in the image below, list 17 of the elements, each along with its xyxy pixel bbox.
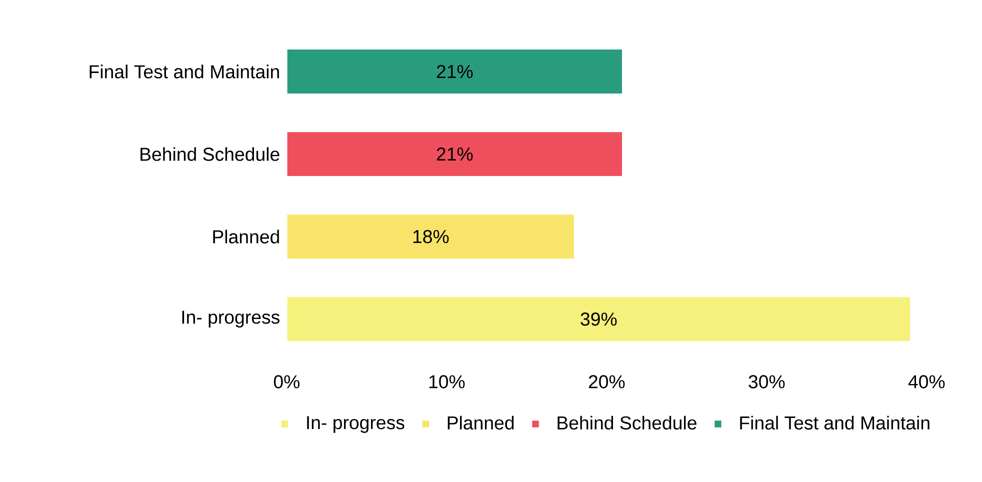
x-tick-label: 10% [429, 375, 465, 388]
legend-label: Behind Schedule [558, 416, 696, 430]
legend-label: Planned [448, 416, 514, 430]
data-label: 21% [436, 147, 473, 161]
y-tick-label: Final Test and Maintain [90, 64, 279, 78]
data-label: 39% [580, 312, 617, 326]
data-label: 21% [436, 64, 473, 78]
x-tick-label: 40% [908, 375, 945, 388]
x-tick-label: 0% [274, 375, 300, 388]
y-tick-label: Behind Schedule [140, 147, 280, 161]
data-label: 18% [413, 230, 449, 244]
legend-label: In- progress [307, 416, 404, 433]
legend-label: Final Test and Maintain [740, 416, 930, 430]
x-tick-label: 30% [748, 375, 785, 388]
y-tick-label: Planned [213, 230, 279, 244]
y-tick-label: In- progress [182, 310, 280, 328]
x-tick-label: 20% [588, 375, 625, 388]
